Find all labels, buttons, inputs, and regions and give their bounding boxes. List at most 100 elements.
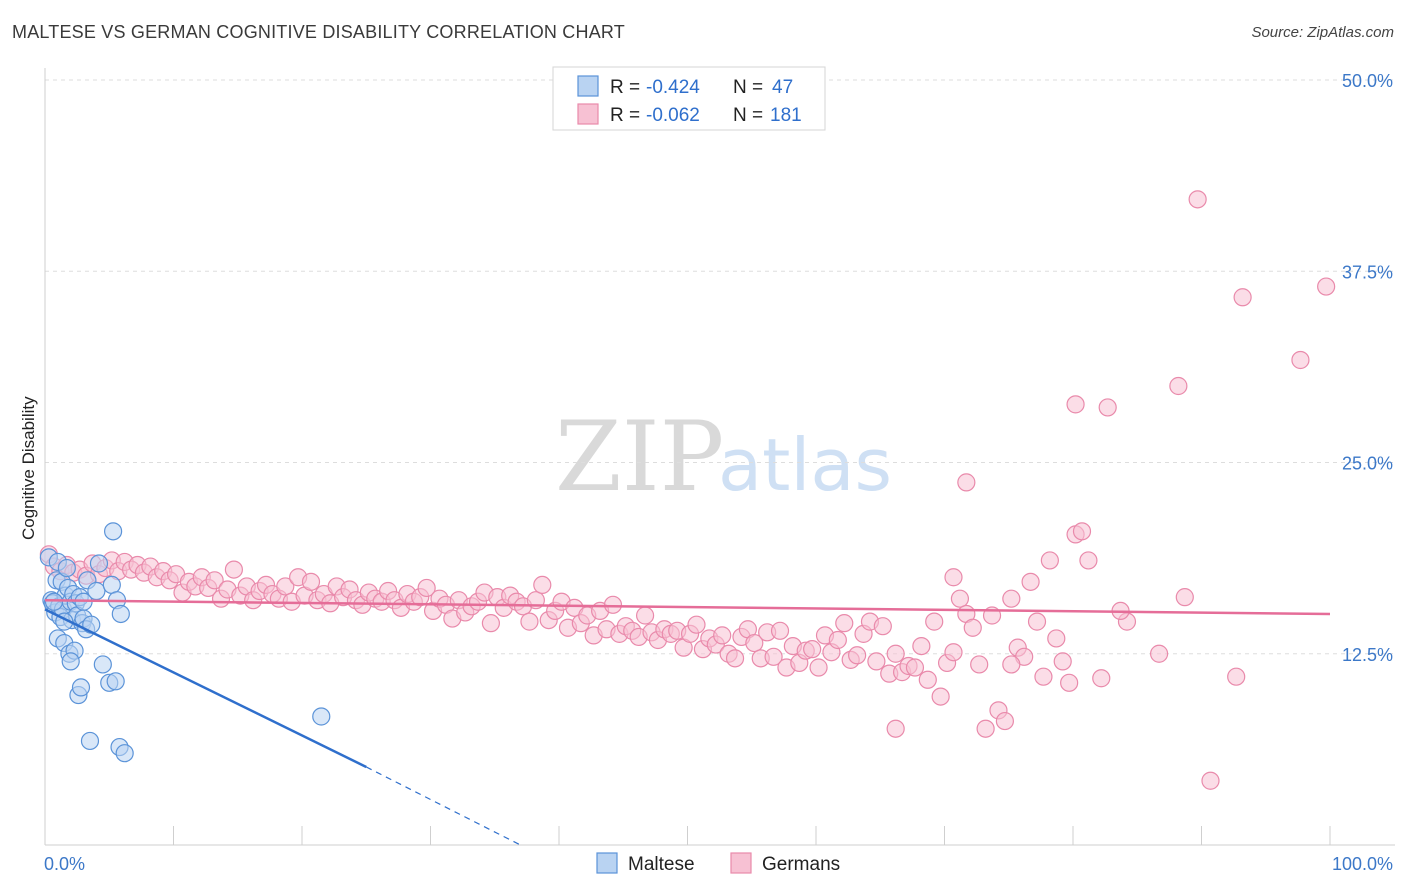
legend-r-value-germans: -0.062	[646, 105, 700, 126]
germans-point	[912, 636, 931, 656]
axes: 12.5% 25.0% 37.5% 50.0% 0.0% 100.0%	[44, 68, 1395, 874]
germans-point	[1188, 190, 1207, 209]
germans-point	[1047, 629, 1066, 648]
maltese-point	[82, 615, 101, 634]
germans-point	[770, 621, 790, 640]
maltese-point	[80, 731, 100, 751]
germans-point	[886, 719, 905, 738]
bottom-legend-swatch-maltese	[596, 852, 618, 874]
germans-point	[925, 612, 944, 631]
germans-point	[944, 643, 963, 662]
germans-point	[533, 575, 552, 595]
maltese-trend-extension	[365, 766, 521, 846]
maltese-point	[87, 581, 106, 601]
y-axis-label: Cognitive Disability	[19, 396, 38, 540]
y-tick-label: 25.0%	[1342, 454, 1393, 474]
germans-point	[745, 633, 764, 653]
germans-point	[520, 612, 539, 631]
x-tick-label: 100.0%	[1332, 854, 1393, 874]
germans-point	[828, 630, 847, 650]
maltese-point	[312, 707, 331, 726]
bottom-legend-maltese: Maltese	[628, 854, 695, 875]
germans-point	[809, 658, 828, 677]
germans-point	[970, 655, 989, 674]
legend-r-value-maltese: -0.424	[646, 77, 700, 98]
germans-point	[963, 618, 982, 637]
germans-point	[1072, 522, 1092, 541]
germans-point	[950, 589, 970, 608]
maltese-points	[39, 522, 331, 763]
germans-point	[1034, 667, 1053, 686]
germans-point	[1201, 771, 1220, 790]
legend-n-value-germans: 181	[770, 105, 802, 126]
germans-point	[417, 578, 436, 598]
germans-point	[873, 617, 892, 636]
germans-point	[635, 606, 655, 625]
germans-point	[1002, 589, 1021, 608]
bottom-legend-swatch-germans	[730, 852, 752, 874]
germans-point	[1149, 644, 1169, 663]
legend-swatch-germans	[577, 103, 599, 125]
germans-point	[205, 571, 224, 590]
watermark-atlas: atlas	[718, 423, 892, 507]
germans-point	[957, 473, 976, 492]
y-tick-label: 37.5%	[1342, 262, 1393, 282]
germans-point	[301, 572, 321, 591]
chart-title: MALTESE VS GERMAN COGNITIVE DISABILITY C…	[12, 22, 625, 42]
germans-point	[1060, 673, 1079, 692]
germans-point	[1169, 376, 1188, 396]
germans-point	[764, 647, 783, 666]
germans-point	[1233, 288, 1252, 307]
maltese-point	[44, 592, 64, 611]
maltese-point	[111, 604, 130, 624]
germans-point	[713, 626, 732, 645]
maltese-point	[102, 575, 121, 595]
germans-point	[687, 615, 706, 634]
grid-lines	[45, 79, 1395, 655]
maltese-point	[57, 558, 76, 578]
maltese-point	[115, 744, 134, 763]
bottom-legend-germans: Germans	[762, 854, 840, 875]
germans-point	[603, 595, 623, 614]
trend-lines	[44, 598, 1331, 846]
germans-trend-line	[44, 598, 1331, 616]
germans-point	[1175, 588, 1194, 607]
germans-point	[1079, 551, 1098, 570]
maltese-trend-line	[44, 608, 367, 769]
germans-point	[481, 614, 500, 633]
germans-point	[1053, 652, 1072, 671]
y-tick-label: 50.0%	[1342, 71, 1393, 91]
germans-point	[1098, 398, 1117, 417]
legend-n-label-germans: N =	[733, 105, 763, 126]
germans-point	[976, 719, 995, 738]
legend-n-value-maltese: 47	[772, 77, 793, 98]
germans-point	[995, 711, 1014, 731]
germans-point	[918, 670, 937, 689]
germans-point	[1040, 551, 1059, 570]
maltese-point	[93, 655, 112, 674]
maltese-point	[89, 554, 109, 573]
germans-point	[1066, 395, 1085, 414]
germans-point	[1317, 277, 1336, 296]
legend-r-label-maltese: R =	[610, 77, 640, 98]
germans-point	[1227, 667, 1246, 686]
source-label: Source: ZipAtlas.com	[1251, 24, 1394, 41]
watermark-zip: ZIP	[555, 401, 724, 513]
legend-r-label-germans: R =	[610, 105, 640, 126]
germans-point	[276, 577, 295, 596]
germans-point	[931, 687, 950, 706]
germans-point	[1002, 655, 1021, 674]
germans-point	[905, 658, 925, 677]
germans-point	[835, 614, 854, 633]
correlation-legend: R = -0.424 N = 47 R = -0.062 N = 181	[552, 66, 826, 131]
germans-point	[1291, 350, 1310, 370]
germans-point	[1027, 612, 1047, 631]
germans-point	[1092, 669, 1111, 688]
y-tick-label: 12.5%	[1342, 645, 1393, 665]
maltese-point	[106, 672, 125, 691]
germans-point	[224, 560, 243, 579]
maltese-point	[61, 652, 80, 671]
germans-point	[725, 649, 745, 668]
x-tick-label: 0.0%	[44, 854, 85, 874]
germans-point	[944, 568, 963, 587]
